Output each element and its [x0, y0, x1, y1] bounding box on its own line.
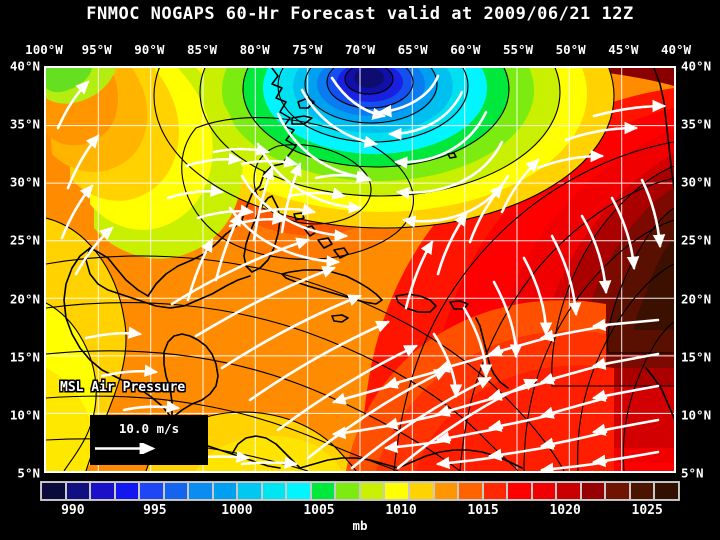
colorbar-swatch[interactable]	[531, 482, 557, 500]
pressure-field-svg	[46, 68, 674, 471]
lat-tick-label-left: 30°N	[9, 174, 40, 190]
lat-tick-label-right: 35°N	[681, 116, 712, 132]
colorbar-unit-label: mb	[352, 518, 368, 533]
lon-tick-label-top: 40°W	[660, 42, 692, 57]
figure-title: FNMOC NOGAPS 60-Hr Forecast valid at 200…	[86, 4, 634, 24]
colorbar-swatch[interactable]	[139, 482, 164, 500]
lat-tick-label-right: 15°N	[681, 349, 712, 365]
map-plot-area[interactable]: MSL Air Pressure 10.0 m/s	[44, 66, 676, 473]
lon-tick-label-top: 55°W	[502, 42, 534, 57]
colorbar-swatch[interactable]	[629, 482, 655, 500]
colorbar-swatch[interactable]	[237, 482, 262, 500]
colorbar-swatch[interactable]	[163, 482, 189, 500]
colorbar-tick-label: 990	[61, 503, 85, 518]
colorbar-tick-label: 1010	[385, 503, 417, 518]
colorbar-swatch[interactable]	[482, 482, 508, 500]
lat-tick-label-left: 25°N	[9, 232, 40, 248]
lat-tick-label-left: 5°N	[17, 465, 40, 481]
colorbar-swatch[interactable]	[654, 482, 679, 500]
lat-tick-label-left: 35°N	[9, 116, 40, 132]
lat-tick-label-left: 20°N	[9, 291, 40, 307]
colorbar-swatch[interactable]	[384, 482, 409, 500]
colorbar-swatch[interactable]	[188, 482, 213, 500]
lat-tick-label-left: 10°N	[9, 407, 40, 423]
colorbar-tick-label: 1025	[631, 503, 663, 518]
colorbar-swatch[interactable]	[286, 482, 311, 500]
colorbar-swatch[interactable]	[41, 482, 66, 500]
field-label: MSL Air Pressure	[60, 380, 186, 395]
colorbar-tick-label: 1015	[467, 503, 499, 518]
colorbar-swatch[interactable]	[310, 482, 336, 500]
lat-tick-label-right: 30°N	[681, 174, 712, 190]
lon-tick-label-top: 50°W	[555, 42, 586, 57]
lon-tick-label-top: 80°W	[239, 42, 270, 57]
wind-scale-arrow-icon	[95, 441, 156, 456]
colorbar-swatch[interactable]	[359, 482, 385, 500]
lat-tick-label-right: 5°N	[681, 465, 704, 481]
wind-vector-scale-box: 10.0 m/s	[90, 415, 208, 465]
lat-tick-label-right: 20°N	[681, 291, 712, 307]
lon-tick-label-top: 70°W	[344, 42, 376, 57]
colorbar-swatch[interactable]	[65, 482, 91, 500]
lat-tick-label-right: 10°N	[681, 407, 712, 423]
colorbar-swatch[interactable]	[507, 482, 532, 500]
colorbar-swatch[interactable]	[433, 482, 459, 500]
lon-tick-label-top: 75°W	[292, 42, 323, 57]
colorbar-swatch[interactable]	[261, 482, 287, 500]
colorbar[interactable]	[40, 481, 680, 501]
lon-tick-label-top: 90°W	[134, 42, 165, 57]
colorbar-swatch[interactable]	[335, 482, 360, 500]
lat-tick-label-right: 40°N	[681, 58, 712, 74]
lat-tick-label-right: 25°N	[681, 232, 712, 248]
lon-tick-label-top: 65°W	[397, 42, 428, 57]
colorbar-swatch[interactable]	[605, 482, 630, 500]
colorbar-swatch[interactable]	[408, 482, 434, 500]
lat-tick-label-left: 15°N	[9, 349, 40, 365]
colorbar-swatch[interactable]	[458, 482, 483, 500]
lon-tick-label-top: 60°W	[450, 42, 481, 57]
colorbar-swatch[interactable]	[212, 482, 238, 500]
lon-tick-label-top: 45°W	[608, 42, 639, 57]
colorbar-swatch[interactable]	[90, 482, 115, 500]
lon-tick-label-top: 100°W	[25, 42, 63, 57]
colorbar-tick-label: 1000	[221, 503, 253, 518]
wind-scale-label: 10.0 m/s	[118, 421, 180, 436]
colorbar-swatch[interactable]	[556, 482, 581, 500]
colorbar-swatch[interactable]	[114, 482, 140, 500]
lon-tick-label-top: 85°W	[186, 42, 218, 57]
lon-tick-label-top: 95°W	[81, 42, 112, 57]
colorbar-tick-label: 995	[143, 503, 167, 518]
lat-tick-label-left: 40°N	[9, 58, 40, 74]
colorbar-swatch[interactable]	[580, 482, 606, 500]
colorbar-tick-label: 1020	[549, 503, 581, 518]
colorbar-tick-label: 1005	[303, 503, 335, 518]
